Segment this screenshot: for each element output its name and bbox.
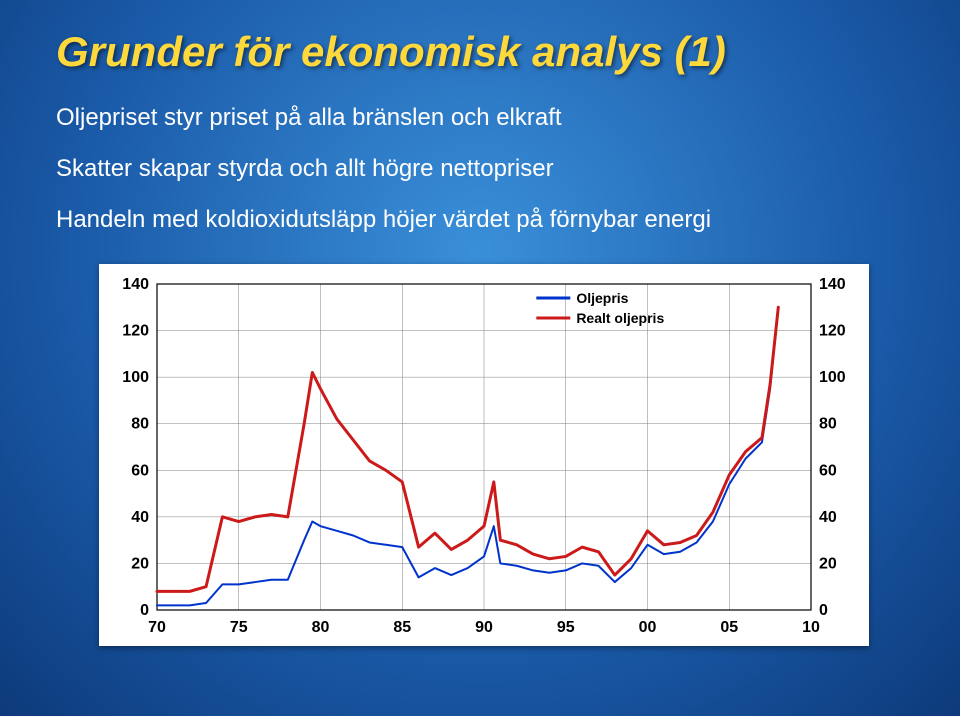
svg-text:60: 60 [131, 463, 149, 480]
svg-text:40: 40 [819, 509, 837, 526]
slide-root: Grunder för ekonomisk analys (1) Oljepri… [0, 0, 960, 716]
svg-text:80: 80 [312, 619, 330, 636]
svg-text:40: 40 [131, 509, 149, 526]
svg-text:95: 95 [557, 619, 575, 636]
chart-svg: 0020204040606080801001001201201401407075… [99, 264, 869, 646]
oil-price-chart: 0020204040606080801001001201201401407075… [99, 264, 869, 646]
svg-text:Realt oljepris: Realt oljepris [576, 310, 664, 326]
svg-text:80: 80 [819, 416, 837, 433]
svg-text:75: 75 [230, 619, 248, 636]
svg-text:0: 0 [819, 602, 828, 619]
slide-title: Grunder för ekonomisk analys (1) [56, 28, 912, 76]
svg-text:10: 10 [802, 619, 820, 636]
bullet-list: Oljepriset styr priset på alla bränslen … [56, 98, 912, 240]
svg-text:80: 80 [131, 416, 149, 433]
svg-text:120: 120 [122, 323, 149, 340]
bullet-item: Skatter skapar styrda och allt högre net… [56, 149, 912, 190]
svg-text:05: 05 [720, 619, 738, 636]
bullet-item: Handeln med koldioxidutsläpp höjer värde… [56, 200, 912, 241]
svg-text:100: 100 [122, 370, 149, 387]
svg-text:0: 0 [140, 602, 149, 619]
svg-text:140: 140 [819, 276, 846, 293]
svg-text:20: 20 [819, 556, 837, 573]
svg-text:70: 70 [148, 619, 166, 636]
svg-text:20: 20 [131, 556, 149, 573]
svg-text:140: 140 [122, 276, 149, 293]
svg-text:100: 100 [819, 370, 846, 387]
svg-text:85: 85 [393, 619, 411, 636]
svg-text:120: 120 [819, 323, 846, 340]
svg-text:Oljepris: Oljepris [576, 290, 628, 306]
svg-text:00: 00 [639, 619, 657, 636]
bullet-item: Oljepriset styr priset på alla bränslen … [56, 98, 912, 139]
svg-text:90: 90 [475, 619, 493, 636]
svg-text:60: 60 [819, 463, 837, 480]
